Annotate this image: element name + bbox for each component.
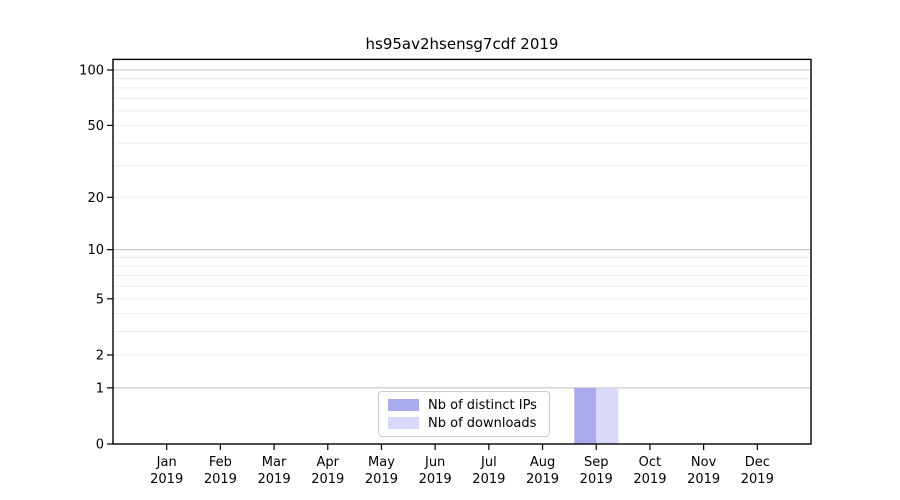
svg-text:5: 5 (96, 292, 104, 307)
svg-text:2019: 2019 (526, 472, 559, 487)
legend-item-distinct-ips: Nb of distinct IPs (388, 397, 541, 413)
svg-text:2019: 2019 (633, 472, 666, 487)
svg-text:Jan: Jan (156, 455, 177, 470)
svg-text:Dec: Dec (745, 455, 770, 470)
svg-text:Aug: Aug (530, 455, 555, 470)
svg-text:Mar: Mar (262, 455, 287, 470)
svg-text:2019: 2019 (204, 472, 237, 487)
svg-text:2: 2 (96, 348, 104, 363)
legend-item-downloads: Nb of downloads (388, 415, 541, 431)
svg-text:20: 20 (87, 191, 104, 206)
legend-swatch-distinct-ips (388, 399, 419, 411)
chart-legend: Nb of distinct IPs Nb of downloads (378, 391, 550, 437)
svg-text:2019: 2019 (311, 472, 344, 487)
svg-text:2019: 2019 (741, 472, 774, 487)
svg-text:Apr: Apr (317, 455, 340, 470)
svg-text:2019: 2019 (258, 472, 291, 487)
svg-text:Jul: Jul (480, 455, 497, 470)
svg-text:2019: 2019 (365, 472, 398, 487)
svg-text:2019: 2019 (419, 472, 452, 487)
svg-text:10: 10 (87, 243, 104, 258)
svg-text:Jun: Jun (424, 455, 445, 470)
svg-text:2019: 2019 (150, 472, 183, 487)
svg-text:0: 0 (96, 438, 104, 453)
chart-title: hs95av2hsensg7cdf 2019 (365, 35, 559, 53)
svg-text:Feb: Feb (209, 455, 232, 470)
svg-text:May: May (368, 455, 395, 470)
svg-text:2019: 2019 (472, 472, 505, 487)
svg-text:2019: 2019 (580, 472, 613, 487)
svg-text:Oct: Oct (639, 455, 661, 470)
legend-label-distinct-ips: Nb of distinct IPs (428, 397, 537, 413)
svg-text:100: 100 (79, 64, 104, 79)
svg-text:Sep: Sep (584, 455, 609, 470)
legend-swatch-downloads (388, 417, 419, 429)
svg-text:50: 50 (87, 119, 104, 134)
svg-text:Nov: Nov (691, 455, 717, 470)
svg-text:1: 1 (96, 381, 104, 396)
legend-label-downloads: Nb of downloads (428, 415, 537, 431)
svg-text:2019: 2019 (687, 472, 720, 487)
